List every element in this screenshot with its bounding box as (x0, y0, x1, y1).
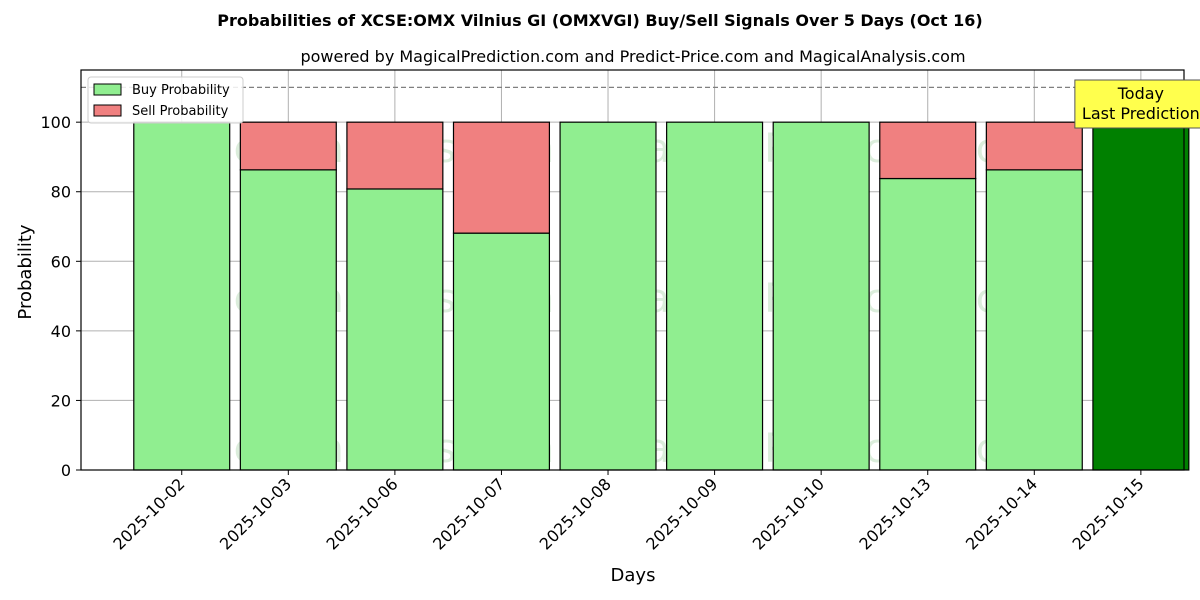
buy-probability-bar (452, 232, 551, 471)
x-tick-label: 2025-10-06 (323, 474, 402, 553)
x-tick-label: 2025-10-03 (216, 474, 295, 553)
buy-probability-bar (879, 177, 977, 471)
buy-probability-bar (772, 121, 870, 471)
legend-label: Sell Probability (132, 104, 229, 119)
legend: Buy Probability Sell Probability (87, 76, 244, 124)
buy-probability-bar (666, 121, 764, 471)
x-tick-label: 2025-10-13 (855, 474, 934, 553)
x-tick-label: 2025-10-15 (1069, 474, 1148, 553)
chart-title: Probabilities of XCSE:OMX Vilnius GI (OM… (217, 11, 982, 30)
x-tick-label: 2025-10-02 (109, 474, 188, 553)
legend-box (87, 76, 244, 124)
buy-probability-bar (1092, 121, 1190, 471)
buy-probability-bar (346, 188, 444, 471)
buy-probability-bar (239, 169, 337, 471)
y-tick-label: 20 (51, 391, 71, 410)
legend-swatch (93, 104, 122, 117)
sell-probability-bar (346, 121, 444, 190)
annotation-text: Today (1117, 84, 1164, 103)
y-tick-label: 100 (40, 113, 71, 132)
annotation-text: Last Prediction (1082, 104, 1200, 123)
annotation-box (1074, 79, 1200, 129)
x-axis-label: Days (611, 565, 656, 586)
y-axis-label: Probability (15, 224, 36, 319)
chart-subtitle: powered by MagicalPrediction.com and Pre… (300, 47, 965, 66)
x-tick-label: 2025-10-14 (962, 474, 1041, 553)
legend-swatch (93, 83, 122, 96)
x-tick-label: 2025-10-08 (536, 474, 615, 553)
y-tick-label: 0 (61, 461, 71, 480)
sell-probability-bar (879, 121, 977, 180)
y-tick-label: 80 (51, 183, 71, 202)
sell-probability-bar (985, 121, 1083, 171)
buy-probability-bar (133, 121, 231, 471)
x-tick-label: 2025-10-07 (429, 474, 508, 553)
sell-probability-bar (452, 121, 551, 234)
y-tick-label: 40 (51, 322, 71, 341)
y-tick-label: 60 (51, 252, 71, 271)
bars-layer (133, 121, 1190, 471)
buy-probability-bar (559, 121, 657, 471)
plot-frame (80, 69, 1185, 471)
buy-probability-bar (985, 169, 1083, 471)
sell-probability-bar (239, 121, 337, 171)
legend-label: Buy Probability (132, 83, 230, 98)
x-tick-label: 2025-10-10 (749, 474, 828, 553)
x-tick-label: 2025-10-09 (642, 474, 721, 553)
